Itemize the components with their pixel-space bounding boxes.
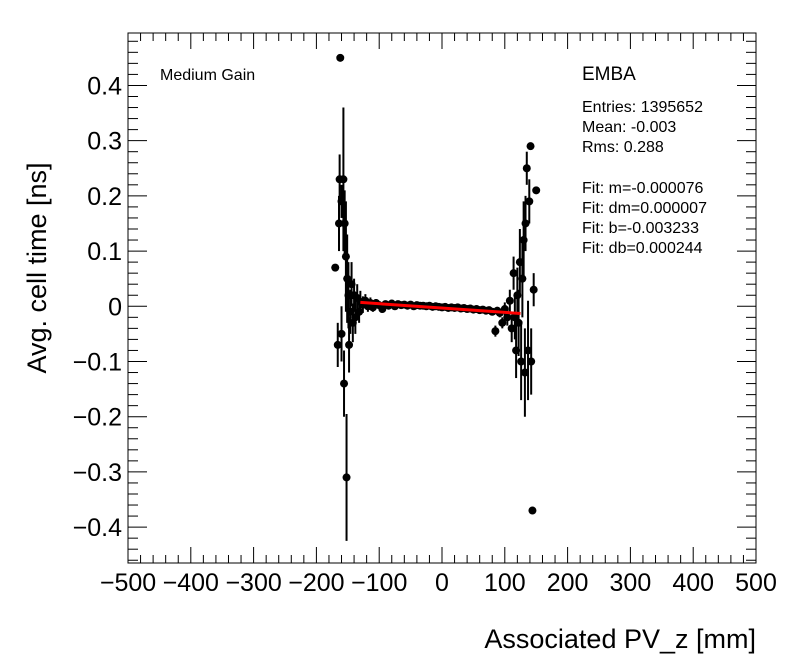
stat-fit-dm: Fit: dm=0.000007 — [582, 200, 707, 217]
y-tick-label: 0 — [108, 293, 122, 321]
data-point — [335, 219, 344, 228]
data-point — [347, 280, 356, 289]
y-axis-title: Avg. cell time [ns] — [22, 162, 52, 373]
data-point — [355, 307, 364, 316]
data-point — [346, 307, 355, 316]
data-point — [339, 175, 348, 184]
data-point — [528, 506, 537, 515]
data-point — [517, 357, 526, 366]
data-point — [333, 340, 342, 349]
x-tick-label: −500 — [100, 569, 156, 597]
stat-rms: Rms: 0.288 — [582, 139, 664, 156]
data-point — [344, 291, 353, 300]
plot-frame — [127, 32, 757, 564]
data-point — [498, 318, 507, 327]
data-point — [527, 357, 536, 366]
data-point — [524, 346, 533, 355]
x-tick-label: 300 — [610, 569, 652, 597]
fit-line — [360, 300, 521, 315]
data-point — [342, 473, 351, 482]
x-axis-title: Associated PV_z [mm] — [484, 624, 756, 654]
data-point — [509, 269, 518, 278]
data-point — [491, 327, 500, 336]
data-point — [337, 329, 346, 338]
fit-line-group — [360, 300, 521, 315]
data-point — [331, 263, 340, 272]
data-point — [343, 274, 352, 283]
data-point — [525, 197, 534, 206]
x-tick-label: 200 — [547, 569, 589, 597]
data-point — [340, 219, 349, 228]
data-point — [513, 291, 522, 300]
stat-entries: Entries: 1395652 — [582, 99, 703, 116]
data-point — [526, 142, 535, 151]
data-point — [515, 258, 524, 267]
y-tick-label: 0.2 — [87, 183, 122, 211]
x-tick-label: 100 — [484, 569, 526, 597]
data-point — [505, 296, 514, 305]
data-point — [336, 53, 345, 62]
y-tick-label: 0.4 — [87, 72, 122, 100]
x-tick-label: −100 — [351, 569, 407, 597]
data-point — [532, 186, 541, 195]
chart-title: EMBA — [582, 64, 636, 85]
data-point — [512, 346, 521, 355]
data-point — [514, 318, 523, 327]
data-point — [520, 368, 529, 377]
data-point — [529, 285, 538, 294]
x-tick-label: −300 — [225, 569, 281, 597]
y-tick-label: 0.1 — [87, 238, 122, 266]
data-point — [507, 324, 516, 333]
data-point — [345, 340, 354, 349]
y-tick-label: −0.3 — [73, 459, 122, 487]
pad-annotation: Medium Gain — [160, 67, 255, 84]
axes: −500 −400 −300 −200 −100 0 100 200 300 400 500 −0.4… — [73, 33, 777, 597]
stat-fit-db: Fit: db=0.000244 — [582, 240, 703, 257]
stat-fit-m: Fit: m=-0.000076 — [582, 180, 704, 197]
x-tick-label: −200 — [288, 569, 344, 597]
data-point — [521, 219, 530, 228]
data-point — [519, 236, 528, 245]
data-point — [503, 313, 512, 322]
data-point — [340, 379, 349, 388]
x-tick-label: −400 — [163, 569, 219, 597]
y-tick-label: −0.1 — [73, 348, 122, 376]
stat-fit-b: Fit: b=-0.003233 — [582, 220, 699, 237]
y-tick-label: −0.2 — [73, 404, 122, 432]
data-point — [337, 197, 346, 206]
y-tick-label: −0.4 — [73, 514, 122, 542]
x-tick-label: 500 — [735, 569, 777, 597]
stat-mean: Mean: -0.003 — [582, 119, 676, 136]
data-point — [522, 164, 531, 173]
x-tick-label: 400 — [672, 569, 714, 597]
data-point — [341, 252, 350, 261]
data-point — [518, 274, 527, 283]
x-tick-label: 0 — [435, 569, 449, 597]
y-tick-label: 0.3 — [87, 128, 122, 156]
